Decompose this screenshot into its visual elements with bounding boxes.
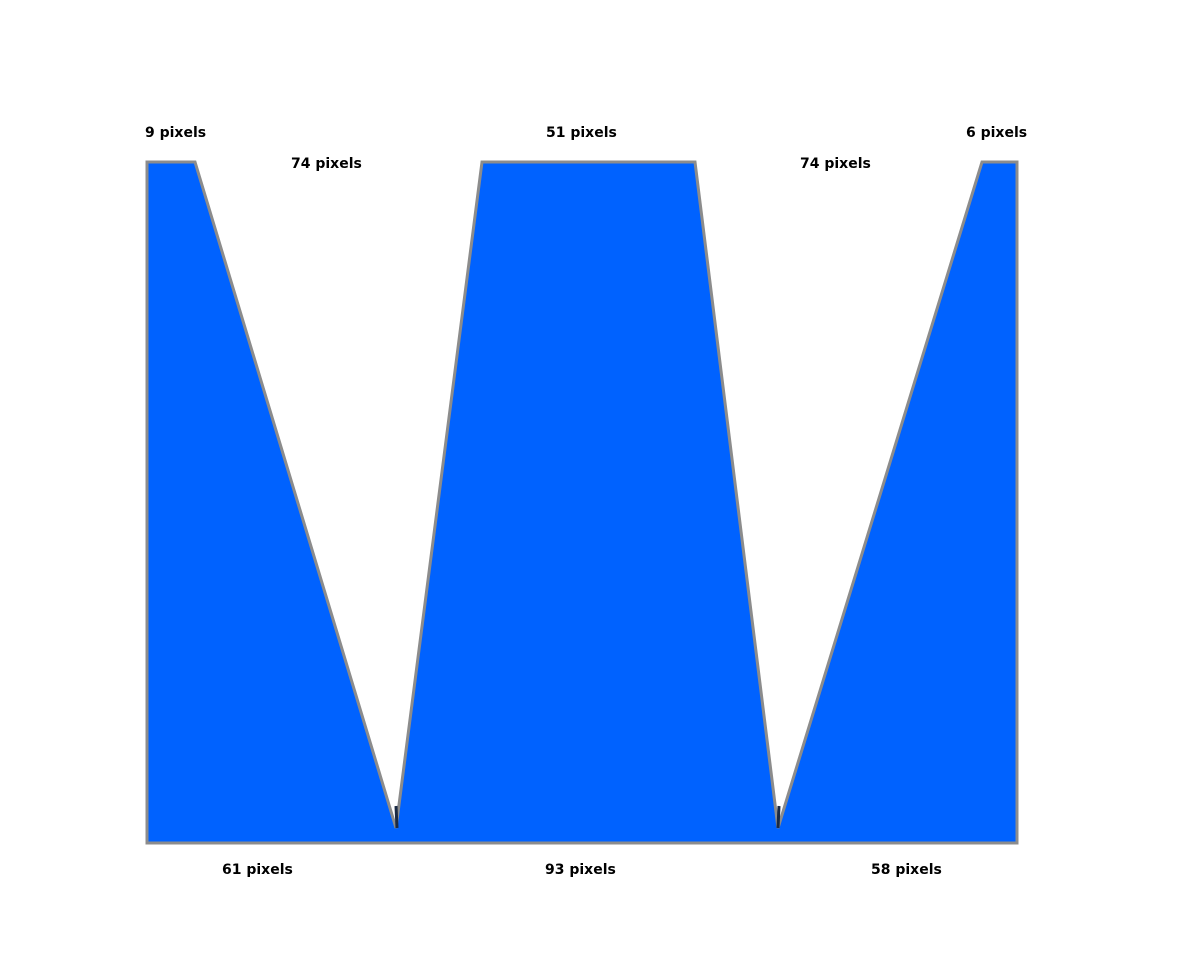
top-right-width-label: 6 pixels xyxy=(966,125,1028,141)
bottom-left-width-label: 61 pixels xyxy=(222,862,293,878)
bottom-center-width-label: 93 pixels xyxy=(545,862,616,878)
blue-w-shape xyxy=(145,160,1019,845)
right-gap-width-label: 74 pixels xyxy=(800,156,871,172)
top-left-width-label: 9 pixels xyxy=(145,125,207,141)
right-notch-tip xyxy=(776,805,781,829)
top-center-width-label: 51 pixels xyxy=(546,125,617,141)
left-gap-width-label: 74 pixels xyxy=(291,156,362,172)
bottom-right-width-label: 58 pixels xyxy=(871,862,942,878)
left-notch-tip xyxy=(394,805,399,829)
